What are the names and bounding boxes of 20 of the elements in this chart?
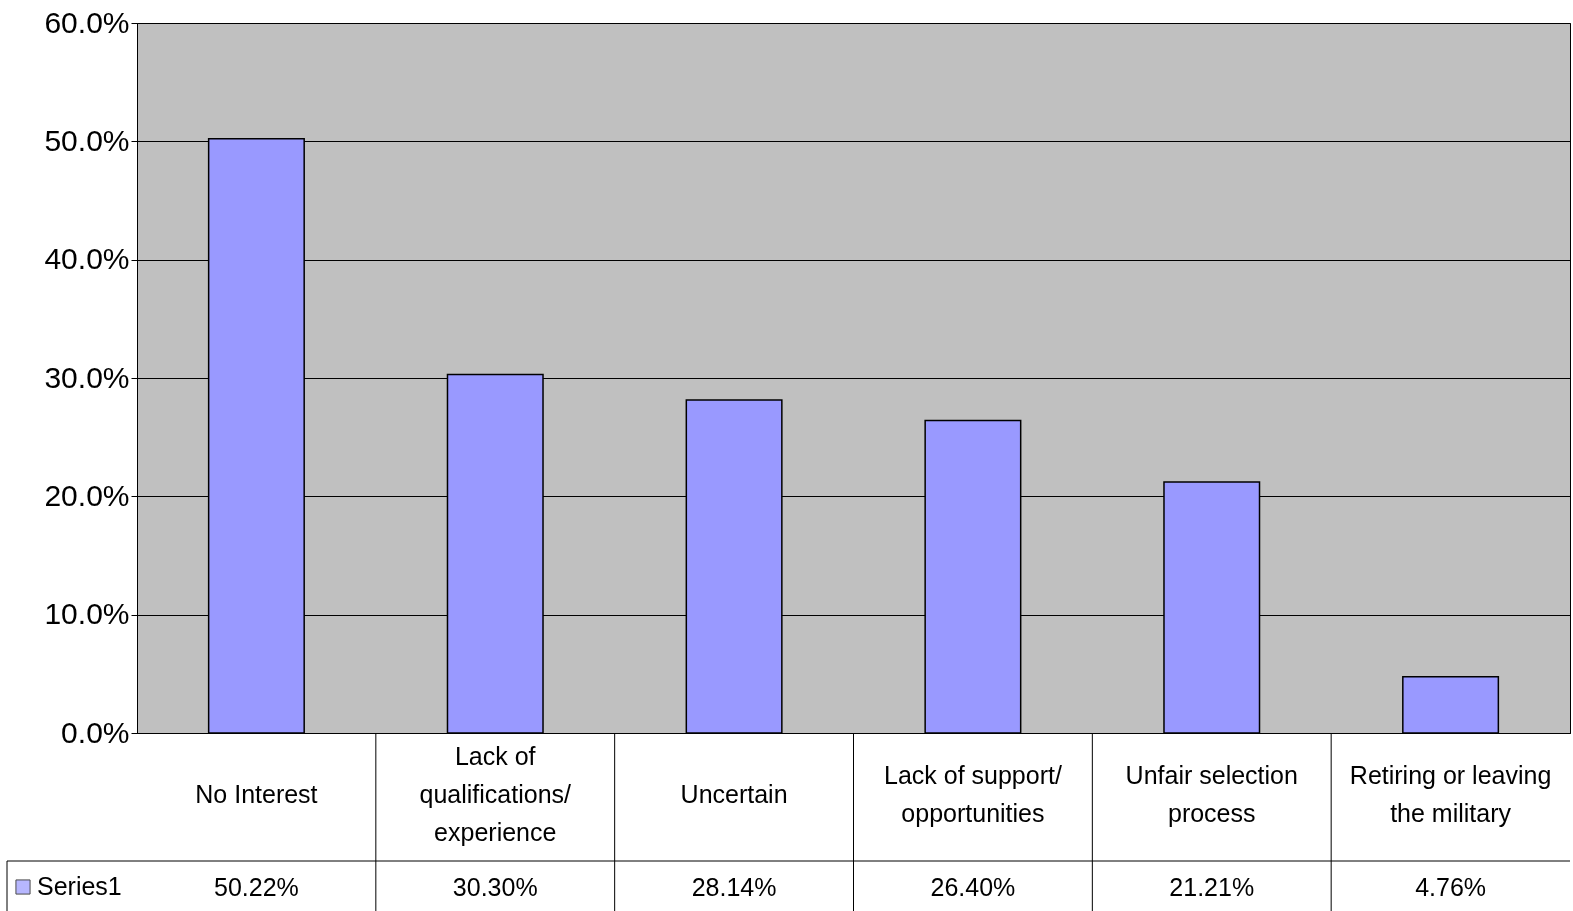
legend-label: Series1 [37, 872, 122, 900]
x-tick-label: Lack of qualifications/ experience [419, 741, 572, 846]
data-label: 21.21% [1169, 873, 1255, 901]
y-tick-label: 0.0% [61, 715, 130, 749]
y-tick-label: 60.0% [44, 5, 130, 39]
x-tick-label: No Interest [195, 779, 318, 808]
x-tick-label: Retiring or leaving the military [1349, 760, 1552, 827]
data-label: 50.22% [214, 873, 299, 901]
x-tick-label: Unfair selection process [1125, 760, 1298, 827]
y-tick-label: 50.0% [44, 123, 130, 157]
y-tick-label: 40.0% [44, 242, 130, 276]
y-tick-label: 10.0% [44, 597, 130, 631]
data-label: 4.76% [1415, 873, 1487, 901]
data-label: 30.30% [452, 873, 538, 901]
data-label: 26.40% [930, 873, 1016, 901]
x-tick-label: Lack of support/ opportunities [883, 760, 1062, 827]
y-tick-label: 30.0% [44, 360, 130, 394]
data-label: 28.14% [691, 873, 777, 901]
x-tick-label: Uncertain [680, 779, 788, 808]
y-tick-label: 20.0% [44, 478, 130, 512]
